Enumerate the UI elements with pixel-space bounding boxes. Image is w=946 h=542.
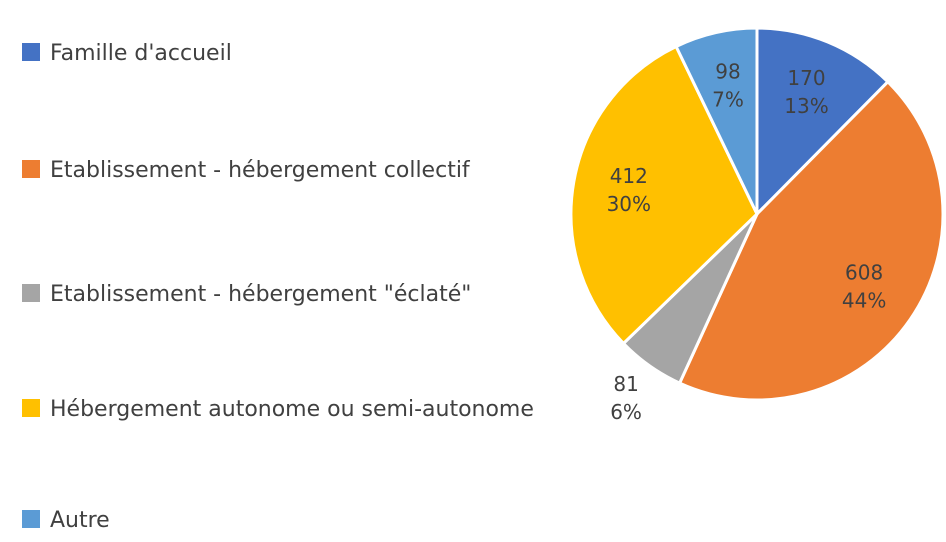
value-label: 608 [845,261,883,285]
legend-label: Hébergement autonome ou semi-autonome [50,397,534,422]
legend-swatch [22,43,40,61]
percentage-label: 13% [784,94,828,118]
percentage-label: 30% [607,192,651,216]
percentage-label: 44% [842,289,886,313]
legend-label: Etablissement - hébergement "éclaté" [50,282,472,307]
legend-swatch [22,284,40,302]
pie-slice [674,26,759,215]
legend-label: Autre [50,508,110,533]
legend-swatch [22,510,40,528]
legend-swatch [22,399,40,417]
legend-item: Etablissement - hébergement collectif [22,150,570,192]
legend-item: Autre [22,500,570,542]
legend-label: Famille d'accueil [50,41,232,66]
legend-item: Hébergement autonome ou semi-autonome [22,389,570,431]
percentage-label: 6% [610,400,642,424]
legend-swatch [22,160,40,178]
value-label: 412 [610,164,648,188]
pie-slice [677,79,945,402]
value-label: 98 [715,60,740,84]
value-label: 170 [787,66,825,90]
legend-item: Etablissement - hébergement "éclaté" [22,274,570,316]
percentage-label: 7% [712,88,744,112]
value-label: 81 [613,372,638,396]
legend-label: Etablissement - hébergement collectif [50,158,470,183]
pie-slice [755,26,890,218]
legend-item: Famille d'accueil [22,33,570,75]
